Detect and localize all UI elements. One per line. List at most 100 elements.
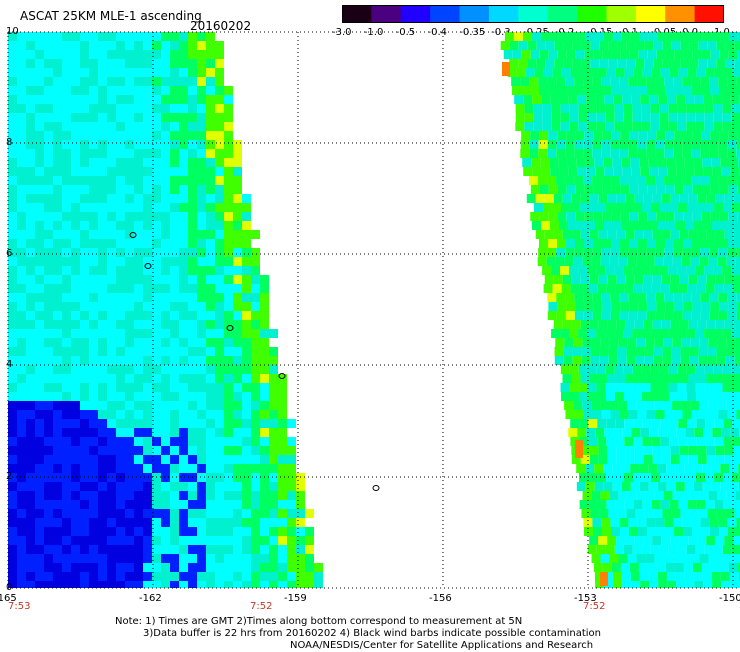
swath-cell (679, 194, 689, 203)
swath-cell (242, 572, 251, 581)
swath-cell (547, 77, 557, 86)
swath-cell (215, 572, 224, 581)
swath-cell (188, 266, 197, 275)
swath-cell (584, 212, 594, 221)
swath-cell (700, 140, 710, 149)
swath-cell (35, 176, 44, 185)
swath-cell (736, 149, 740, 158)
swath-cell (125, 347, 134, 356)
swath-cell (17, 194, 26, 203)
swath-cell (569, 365, 579, 374)
swath-cell (705, 473, 715, 482)
swath-cell (655, 176, 665, 185)
swath-cell (520, 140, 530, 149)
swath-cell (251, 518, 260, 527)
time-label: 7:52 (250, 601, 273, 612)
swath-cell (62, 491, 71, 500)
swath-cell (563, 41, 573, 50)
swath-cell (278, 446, 287, 455)
swath-cell (574, 293, 584, 302)
swath-cell (551, 104, 561, 113)
swath-cell (8, 167, 17, 176)
swath-cell (314, 563, 323, 572)
swath-cell (515, 104, 525, 113)
swath-cell (125, 374, 134, 383)
swath-cell (71, 203, 80, 212)
swath-cell (188, 194, 197, 203)
swath-cell (710, 563, 720, 572)
swath-cell (62, 59, 71, 68)
swath-cell (116, 419, 125, 428)
swath-cell (514, 95, 524, 104)
swath-cell (727, 149, 737, 158)
swath-cell (98, 50, 107, 59)
swath-cell (143, 122, 152, 131)
swath-cell (260, 338, 269, 347)
swath-cell (71, 95, 80, 104)
swath-cell (564, 401, 574, 410)
swath-cell (260, 518, 269, 527)
swath-cell (125, 509, 134, 518)
swath-cell (134, 203, 143, 212)
swath-cell (17, 77, 26, 86)
swath-cell (116, 104, 125, 113)
swath-cell (578, 383, 588, 392)
swath-cell (206, 176, 215, 185)
swath-cell (197, 518, 206, 527)
swath-cell (632, 104, 642, 113)
swath-cell (725, 356, 735, 365)
swath-cell (80, 536, 89, 545)
swath-cell (727, 77, 737, 86)
swath-cell (179, 104, 188, 113)
swath-cell (571, 320, 581, 329)
swath-cell (600, 338, 610, 347)
swath-cell (687, 437, 697, 446)
swath-cell (683, 212, 693, 221)
swath-cell (565, 248, 575, 257)
swath-cell (623, 104, 633, 113)
swath-cell (565, 410, 575, 419)
swath-cell (718, 149, 728, 158)
swath-cell (44, 329, 53, 338)
swath-cell (607, 194, 617, 203)
swath-cell (62, 113, 71, 122)
swath-cell (583, 293, 593, 302)
swath-cell (161, 428, 170, 437)
swath-cell (686, 113, 696, 122)
swath-cell (80, 293, 89, 302)
swath-cell (572, 347, 582, 356)
swath-cell (125, 572, 134, 581)
swath-cell (732, 500, 740, 509)
swath-cell (125, 302, 134, 311)
swath-cell (98, 266, 107, 275)
swath-cell (224, 518, 233, 527)
swath-cell (179, 158, 188, 167)
swath-cell (665, 50, 675, 59)
swath-cell (44, 527, 53, 536)
swath-cell (621, 464, 631, 473)
swath-cell (260, 446, 269, 455)
swath-cell (233, 248, 242, 257)
swath-cell (260, 347, 269, 356)
swath-cell (702, 464, 712, 473)
swath-cell (206, 401, 215, 410)
swath-cell (17, 68, 26, 77)
swath-cell (188, 536, 197, 545)
swath-cell (107, 338, 116, 347)
swath-cell (116, 212, 125, 221)
swath-cell (152, 374, 161, 383)
swath-cell (645, 401, 655, 410)
swath-cell (278, 482, 287, 491)
swath-cell (170, 32, 179, 41)
swath-cell (686, 383, 696, 392)
swath-cell (557, 86, 567, 95)
swath-cell (62, 509, 71, 518)
swath-cell (251, 248, 260, 257)
swath-cell (597, 284, 607, 293)
swath-cell (605, 266, 615, 275)
swath-cell (251, 230, 260, 239)
swath-cell (134, 518, 143, 527)
swath-cell (197, 482, 206, 491)
swath-cell (647, 50, 657, 59)
swath-cell (206, 356, 215, 365)
